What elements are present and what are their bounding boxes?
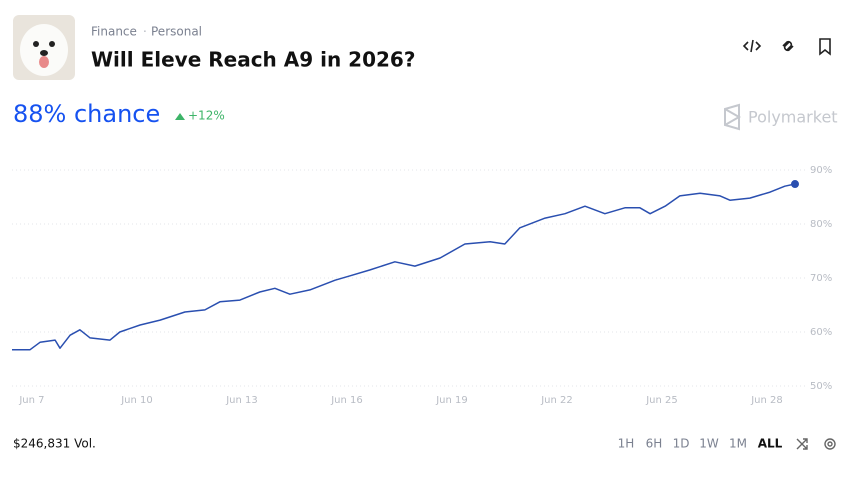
chance: 88% chance	[13, 100, 160, 128]
y-tick-label: 70%	[810, 273, 832, 284]
settings-icon[interactable]	[824, 438, 836, 450]
y-tick-label: 50%	[810, 381, 832, 392]
brand-logo	[724, 103, 742, 131]
x-tick-label: Jun 19	[435, 395, 468, 406]
breadcrumb[interactable]: Finance	[91, 25, 137, 39]
last-point	[791, 180, 799, 189]
y-tick-label: 90%	[810, 165, 832, 176]
range-button[interactable]: 1M	[729, 437, 747, 451]
range-button[interactable]: ALL	[758, 437, 783, 451]
actions	[742, 38, 831, 56]
chart: 50% 60% 70% 80% 90% Jun 7 Jun 10 Jun 13 Jun 16 Ju…	[12, 165, 832, 406]
up-arrow	[175, 113, 185, 120]
x-tick-label: Jun 22	[540, 395, 573, 406]
shuffle-icon[interactable]	[796, 438, 808, 450]
y-tick-label: 80%	[810, 219, 832, 230]
avatar	[13, 15, 75, 80]
range-buttons: 1H 6H 1D 1W 1M ALL	[618, 437, 783, 451]
x-tick-label: Jun 7	[18, 395, 44, 406]
separator: ·	[143, 25, 147, 39]
price-line	[12, 183, 796, 351]
volume: $246,831 Vol.	[13, 437, 96, 451]
brand: Polymarket	[748, 108, 838, 127]
y-tick-label: 60%	[810, 327, 832, 338]
link-icon[interactable]	[782, 40, 794, 52]
title: Will Eleve Reach A9 in 2026?	[91, 48, 415, 72]
range-button[interactable]: 6H	[646, 437, 663, 451]
x-tick-label: Jun 25	[645, 395, 678, 406]
breadcrumb[interactable]: Personal	[151, 25, 202, 39]
embed-icon[interactable]	[742, 39, 762, 53]
change: +12%	[188, 109, 225, 123]
chart-tools	[796, 438, 836, 450]
bookmark-icon[interactable]	[819, 38, 831, 56]
x-tick-label: Jun 10	[120, 395, 153, 406]
x-tick-label: Jun 28	[750, 395, 783, 406]
x-tick-label: Jun 13	[225, 395, 258, 406]
range-button[interactable]: 1H	[618, 437, 635, 451]
x-tick-label: Jun 16	[330, 395, 363, 406]
range-button[interactable]: 1W	[699, 437, 719, 451]
range-button[interactable]: 1D	[673, 437, 690, 451]
